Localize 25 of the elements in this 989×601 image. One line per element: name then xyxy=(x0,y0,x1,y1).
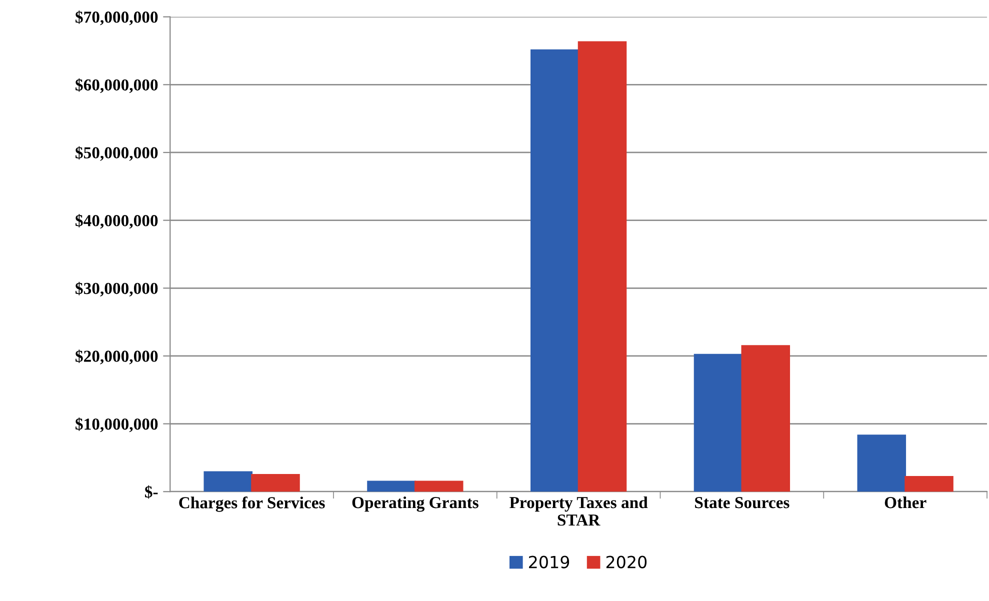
bar xyxy=(741,345,790,492)
legend-label: 2019 xyxy=(529,556,570,568)
bar xyxy=(367,480,416,492)
bar xyxy=(578,41,627,492)
x-tick-label: Operating Grants xyxy=(352,496,478,512)
legend-label: 2020 xyxy=(606,556,647,568)
y-tick-label: $20,000,000 xyxy=(76,350,158,364)
y-tick-label: $60,000,000 xyxy=(76,78,158,94)
bar xyxy=(530,49,580,492)
bar xyxy=(694,354,743,492)
bar xyxy=(904,476,954,492)
y-tick-label: $30,000,000 xyxy=(76,282,158,296)
x-tick-label: Charges for Services xyxy=(179,496,325,512)
bar xyxy=(414,480,464,492)
bar xyxy=(857,434,906,492)
y-tick-label: $- xyxy=(145,485,158,499)
bar xyxy=(251,474,300,492)
y-tick-label: $40,000,000 xyxy=(76,214,158,229)
x-tick-label: Other xyxy=(884,496,926,508)
x-tick-label: State Sources xyxy=(695,497,790,508)
bar xyxy=(204,471,252,492)
x-tick-label: Property Taxes and STAR xyxy=(510,496,648,526)
y-tick-label: $10,000,000 xyxy=(76,418,158,432)
y-tick-label: $50,000,000 xyxy=(76,146,158,161)
y-tick-label: $70,000,000 xyxy=(76,10,158,26)
